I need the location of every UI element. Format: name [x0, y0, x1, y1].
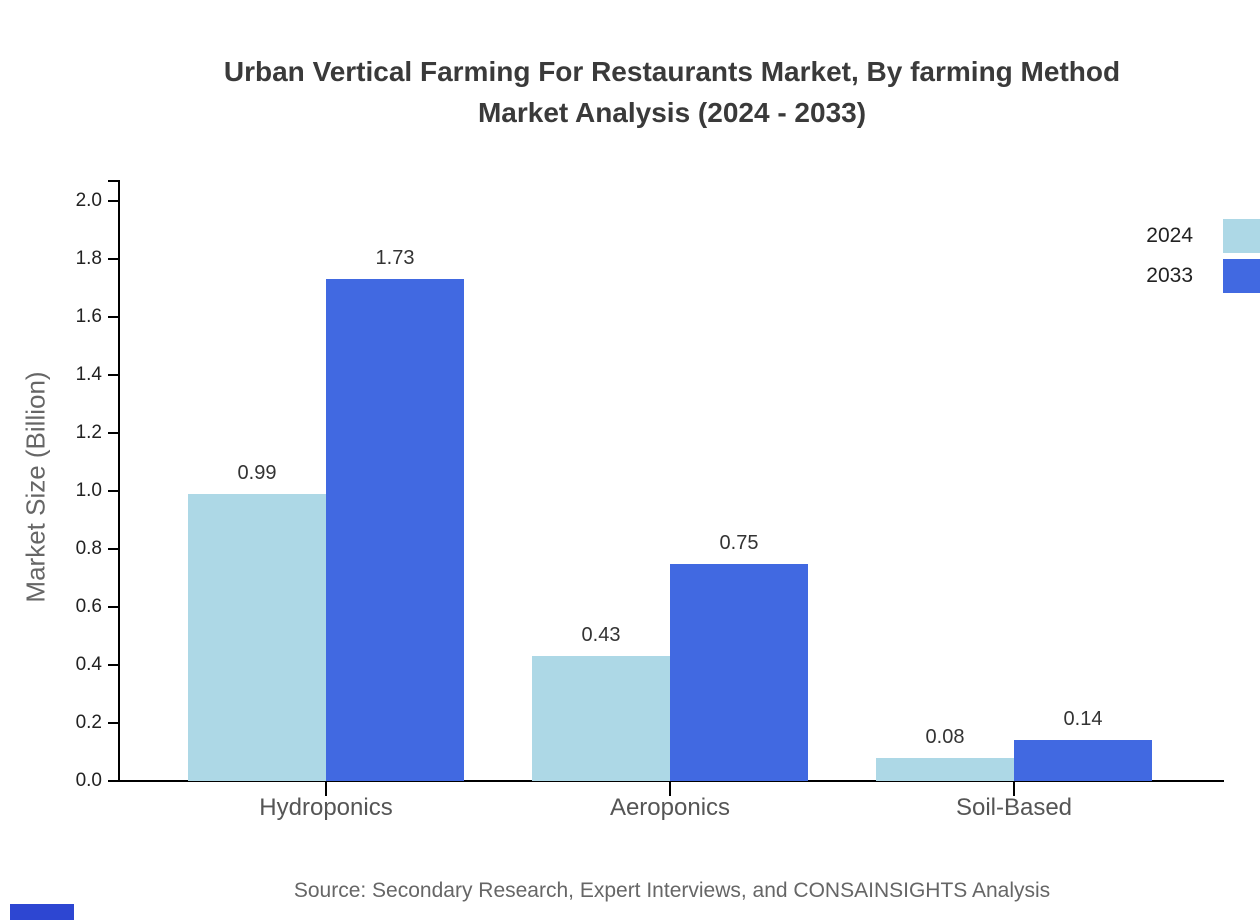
y-axis-tick-label: 1.6: [75, 306, 102, 327]
value-label: 0.99: [237, 461, 277, 484]
legend-item-2033: 2033: [1146, 259, 1260, 293]
chart-title-line-2: Market Analysis (2024 - 2033): [477, 97, 867, 128]
y-axis-tick-label: 1.8: [75, 248, 102, 269]
chart-title: Urban Vertical Farming For Restaurants M…: [120, 51, 1224, 133]
y-axis-tick-label: 2.0: [75, 190, 102, 211]
legend-swatch-2033: [1223, 259, 1260, 293]
x-axis-tick: [1013, 782, 1015, 796]
y-axis-tick: [108, 374, 118, 376]
y-axis-tick-label: 0.8: [75, 538, 102, 559]
value-label: 0.75: [719, 531, 759, 554]
y-axis-tick: [108, 722, 118, 724]
legend-label-2033: 2033: [1146, 264, 1193, 287]
category-label-hydroponics: Hydroponics: [259, 794, 393, 821]
legend-item-2024: 2024: [1146, 219, 1260, 253]
chart-title-line-1: Urban Vertical Farming For Restaurants M…: [223, 56, 1121, 87]
value-label: 0.14: [1063, 708, 1103, 731]
category-label-aeroponics: Aeroponics: [609, 794, 731, 821]
y-axis-tick: [108, 490, 118, 492]
value-label: 1.73: [375, 247, 415, 270]
y-axis-tick-label: 1.0: [75, 480, 102, 501]
y-axis-tick-label: 1.4: [75, 364, 102, 385]
bar-2024-soil-based: [876, 757, 1014, 781]
value-label: 0.08: [925, 725, 965, 748]
legend-swatch-2024: [1223, 219, 1260, 253]
x-axis-tick: [325, 782, 327, 796]
bar-2024-aeroponics: [532, 656, 670, 781]
y-axis-tick: [108, 258, 118, 260]
y-axis-tick: [108, 780, 118, 782]
y-axis-tick: [108, 432, 118, 434]
bar-2033-hydroponics: [326, 279, 464, 781]
y-axis-tick-label: 0.2: [75, 712, 102, 733]
y-axis-tick-label: 1.2: [75, 422, 102, 443]
bar-2033-soil-based: [1014, 740, 1152, 781]
bar-2024-hydroponics: [188, 493, 326, 781]
legend-label-2024: 2024: [1146, 224, 1193, 247]
bar-2033-aeroponics: [670, 563, 808, 781]
y-axis-tick-label: 0.4: [75, 654, 102, 675]
legend: 2024 2033: [1146, 219, 1260, 293]
y-axis-line: [118, 180, 120, 782]
y-axis-end-tick: [108, 180, 118, 182]
y-axis-tick: [108, 200, 118, 202]
y-axis-tick: [108, 548, 118, 550]
source-text: Source: Secondary Research, Expert Inter…: [293, 879, 1051, 902]
y-axis-tick: [108, 316, 118, 318]
y-axis-tick: [108, 664, 118, 666]
y-axis-tick-label: 0.6: [75, 596, 102, 617]
x-axis-line: [112, 780, 1224, 782]
x-axis-tick: [669, 782, 671, 796]
category-label-soil-based: Soil-Based: [955, 794, 1073, 821]
y-axis-tick-label: 0.0: [75, 770, 102, 791]
brand-mark: [10, 904, 74, 920]
y-axis-tick: [108, 606, 118, 608]
value-label: 0.43: [581, 624, 621, 647]
